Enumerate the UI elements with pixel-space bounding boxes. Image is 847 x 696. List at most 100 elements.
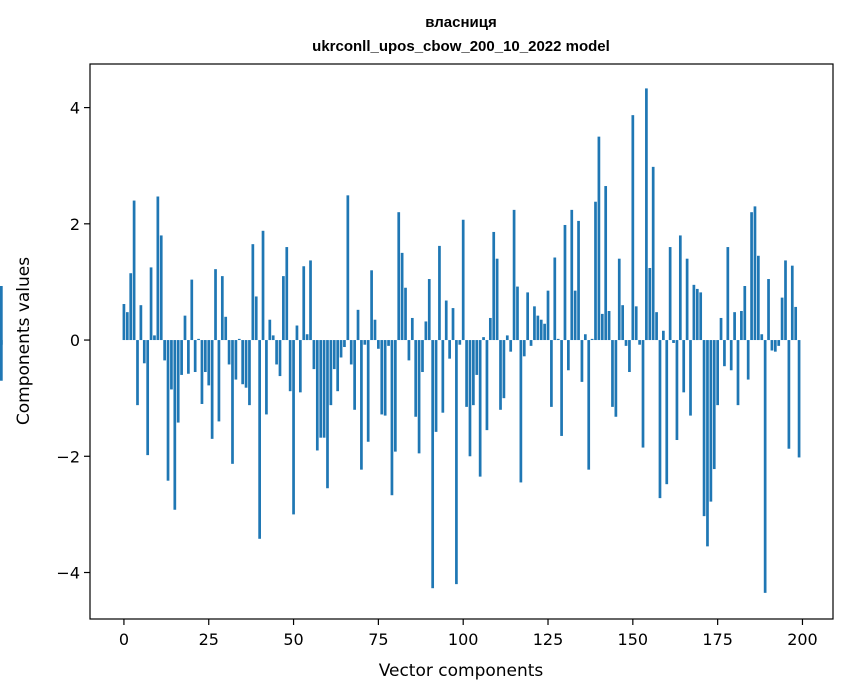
bar (448, 340, 451, 359)
bar (0, 286, 3, 341)
bar (692, 284, 696, 341)
bar (478, 340, 482, 477)
bar (777, 340, 781, 346)
bar (621, 305, 625, 341)
bar (129, 273, 133, 341)
bar (617, 258, 621, 341)
bars-group (0, 88, 801, 593)
bar (444, 300, 448, 341)
bar (248, 340, 251, 406)
bar (780, 297, 784, 341)
x-axis-ticks: 0 25 50 75 100 125 150 175 200 (119, 619, 818, 649)
bar (675, 340, 679, 441)
bar (488, 317, 492, 341)
bar (265, 340, 268, 415)
bar (723, 340, 726, 367)
bar (702, 340, 706, 517)
bar (634, 306, 638, 341)
x-tick-label: 100 (448, 630, 479, 649)
y-axis-ticks: −4 −2 0 2 4 (56, 99, 90, 583)
bar (668, 247, 672, 341)
bar (170, 340, 173, 390)
bar (142, 340, 146, 364)
bar (176, 340, 180, 423)
bar (200, 340, 204, 404)
bar (373, 319, 377, 341)
bar (655, 312, 658, 341)
bar (190, 279, 194, 341)
bar (343, 340, 346, 348)
bar (244, 340, 248, 388)
bar (203, 340, 207, 373)
x-tick-label: 175 (702, 630, 733, 649)
bar (336, 340, 340, 392)
bar (451, 308, 455, 341)
bar (495, 258, 499, 341)
bar (163, 340, 166, 361)
y-tick-label: 4 (70, 99, 80, 118)
bar (624, 340, 628, 346)
chart-title-line1: власниця (425, 14, 497, 31)
bar (580, 340, 584, 382)
bar (611, 340, 614, 407)
y-tick-label: 2 (70, 215, 80, 234)
bar (536, 315, 540, 341)
bar (492, 231, 496, 341)
bar (583, 334, 587, 341)
bar (746, 340, 750, 380)
bar (261, 230, 265, 341)
bar (689, 340, 692, 416)
bar (604, 186, 608, 341)
bar (672, 340, 675, 343)
bar (332, 340, 336, 370)
bar (563, 224, 567, 341)
bar (370, 270, 373, 341)
bar (125, 312, 129, 341)
bar (465, 340, 468, 407)
bar (275, 340, 278, 365)
bar (750, 212, 753, 341)
bar (567, 340, 570, 371)
bar (709, 340, 713, 502)
bar (512, 209, 516, 341)
bar (197, 338, 200, 341)
bar (339, 340, 343, 358)
bar (645, 88, 648, 341)
bar (726, 247, 730, 341)
bar (407, 340, 411, 361)
bar (383, 340, 387, 416)
bar (461, 219, 465, 341)
bar (326, 340, 329, 489)
bar (662, 330, 665, 341)
bar (288, 340, 292, 392)
bar (678, 235, 682, 341)
bar (431, 340, 435, 589)
bar (353, 340, 356, 410)
bar (292, 340, 295, 515)
bar (539, 319, 543, 341)
plot-frame (89, 63, 834, 620)
bar (441, 340, 445, 413)
bar (651, 166, 655, 341)
bar (533, 306, 536, 341)
bar (319, 340, 323, 438)
bar (295, 325, 299, 341)
bar (400, 252, 404, 341)
bar (305, 334, 309, 341)
bar (258, 340, 261, 539)
bar (227, 340, 231, 365)
bar (159, 235, 163, 341)
bar (268, 319, 272, 341)
y-tick-label: −2 (56, 447, 80, 466)
bar (210, 340, 214, 439)
bar (641, 340, 645, 448)
bar (146, 340, 150, 456)
bar (787, 340, 791, 449)
bar (397, 212, 401, 341)
bar (214, 269, 217, 341)
bar (743, 286, 747, 341)
bar (329, 340, 333, 406)
bar (315, 340, 319, 451)
bar (298, 340, 302, 393)
